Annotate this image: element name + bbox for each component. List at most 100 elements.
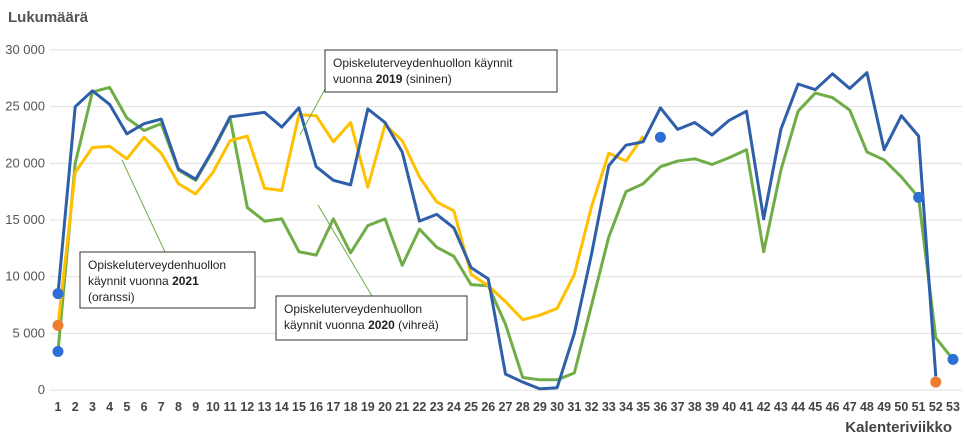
- y-tick-label: 30 000: [5, 42, 45, 57]
- x-tick-label: 2: [72, 400, 79, 414]
- x-tick-label: 53: [946, 400, 960, 414]
- annotation: Opiskeluterveydenhuollon käynnit vuonna 2…: [275, 295, 468, 341]
- y-tick-label: 10 000: [5, 269, 45, 284]
- x-tick-label: 31: [567, 400, 581, 414]
- x-tick-label: 50: [894, 400, 908, 414]
- x-tick-label: 1: [55, 400, 62, 414]
- annotation-part: 2020: [368, 318, 395, 332]
- annotation-part: 2021: [172, 274, 199, 288]
- x-tick-label: 14: [275, 400, 289, 414]
- x-tick-label: 42: [757, 400, 771, 414]
- annotation-text: käynnit vuonna 2020 (vihreä): [284, 318, 439, 332]
- annotation-text: käynnit vuonna 2021: [88, 274, 199, 288]
- annotation-part: vuonna: [333, 72, 376, 86]
- annotation: Opiskeluterveydenhuollon käynnit vuonna 2…: [324, 49, 558, 93]
- annotation-part: (vihreä): [395, 318, 439, 332]
- x-tick-label: 39: [705, 400, 719, 414]
- x-tick-label: 23: [430, 400, 444, 414]
- x-tick-label: 27: [499, 400, 513, 414]
- x-tick-label: 10: [206, 400, 220, 414]
- marker: [947, 353, 959, 365]
- y-tick-label: 5 000: [12, 325, 45, 340]
- x-tick-label: 24: [447, 400, 461, 414]
- x-tick-label: 26: [481, 400, 495, 414]
- x-tick-label: 30: [550, 400, 564, 414]
- x-tick-label: 18: [344, 400, 358, 414]
- marker: [930, 376, 942, 388]
- series-line: [56, 85, 955, 382]
- x-tick-label: 51: [912, 400, 926, 414]
- x-tick-label: 43: [774, 400, 788, 414]
- x-tick-label: 32: [585, 400, 599, 414]
- series-line: [56, 71, 938, 391]
- x-tick-label: 16: [309, 400, 323, 414]
- x-tick-label: 15: [292, 400, 306, 414]
- annotation-box: [324, 49, 558, 93]
- marker: [52, 288, 64, 300]
- annotation-part: 2019: [376, 72, 403, 86]
- x-tick-label: 5: [123, 400, 130, 414]
- annotation-part: Opiskeluterveydenhuollon käynnit: [333, 56, 513, 70]
- x-tick-label: 20: [378, 400, 392, 414]
- marker: [654, 131, 666, 143]
- annotation-part: Opiskeluterveydenhuollon: [284, 302, 422, 316]
- x-tick-label: 41: [740, 400, 754, 414]
- x-tick-label: 37: [671, 400, 685, 414]
- annotation-text: (oranssi): [88, 290, 135, 304]
- annotation-text: Opiskeluterveydenhuollon käynnit: [333, 56, 513, 70]
- x-tick-label: 13: [258, 400, 272, 414]
- annotation-box: [275, 295, 468, 341]
- marker: [913, 191, 925, 203]
- x-tick-label: 36: [653, 400, 667, 414]
- marker: [52, 345, 64, 357]
- leader-line: [121, 159, 166, 253]
- x-tick-label: 7: [158, 400, 165, 414]
- y-tick-label: 0: [38, 382, 45, 397]
- x-tick-label: 21: [395, 400, 409, 414]
- x-tick-label: 46: [826, 400, 840, 414]
- annotation-part: Opiskeluterveydenhuollon: [88, 258, 226, 272]
- x-tick-label: 29: [533, 400, 547, 414]
- x-tick-label: 4: [106, 400, 113, 414]
- x-tick-label: 44: [791, 400, 805, 414]
- x-tick-label: 6: [141, 400, 148, 414]
- y-axis-title: Lukumäärä: [8, 9, 89, 26]
- x-tick-label: 35: [636, 400, 650, 414]
- annotation-box: [79, 251, 256, 309]
- x-tick-label: 19: [361, 400, 375, 414]
- x-tick-label: 45: [808, 400, 822, 414]
- series-line: [56, 113, 645, 326]
- annotation-text: vuonna 2019 (sininen): [333, 72, 452, 86]
- x-tick-label: 12: [240, 400, 254, 414]
- leader-line: [317, 204, 373, 297]
- y-tick-label: 25 000: [5, 99, 45, 114]
- annotation: Opiskeluterveydenhuollon käynnit vuonna 2…: [79, 251, 256, 309]
- x-tick-label: 11: [224, 400, 237, 414]
- annotation-text: Opiskeluterveydenhuollon: [88, 258, 226, 272]
- y-tick-label: 20 000: [5, 155, 45, 170]
- x-axis-title: Kalenteriviikko: [845, 419, 952, 436]
- marker: [52, 319, 64, 331]
- x-tick-label: 33: [602, 400, 616, 414]
- x-tick-label: 47: [843, 400, 857, 414]
- x-tick-label: 25: [464, 400, 478, 414]
- annotation-part: käynnit vuonna: [88, 274, 172, 288]
- x-tick-label: 40: [722, 400, 736, 414]
- x-tick-label: 3: [89, 400, 96, 414]
- x-tick-label: 48: [860, 400, 874, 414]
- annotation-text: Opiskeluterveydenhuollon: [284, 302, 422, 316]
- x-tick-label: 17: [326, 400, 340, 414]
- x-tick-label: 34: [619, 400, 633, 414]
- x-tick-label: 52: [929, 400, 943, 414]
- x-tick-label: 38: [688, 400, 702, 414]
- x-tick-label: 9: [192, 400, 199, 414]
- x-tick-label: 8: [175, 400, 182, 414]
- y-tick-label: 15 000: [5, 212, 45, 227]
- x-tick-label: 22: [412, 400, 426, 414]
- x-tick-label: 28: [516, 400, 530, 414]
- annotation-part: käynnit vuonna: [284, 318, 368, 332]
- annotation-part: (oranssi): [88, 290, 135, 304]
- annotation-part: (sininen): [402, 72, 451, 86]
- x-tick-label: 49: [877, 400, 891, 414]
